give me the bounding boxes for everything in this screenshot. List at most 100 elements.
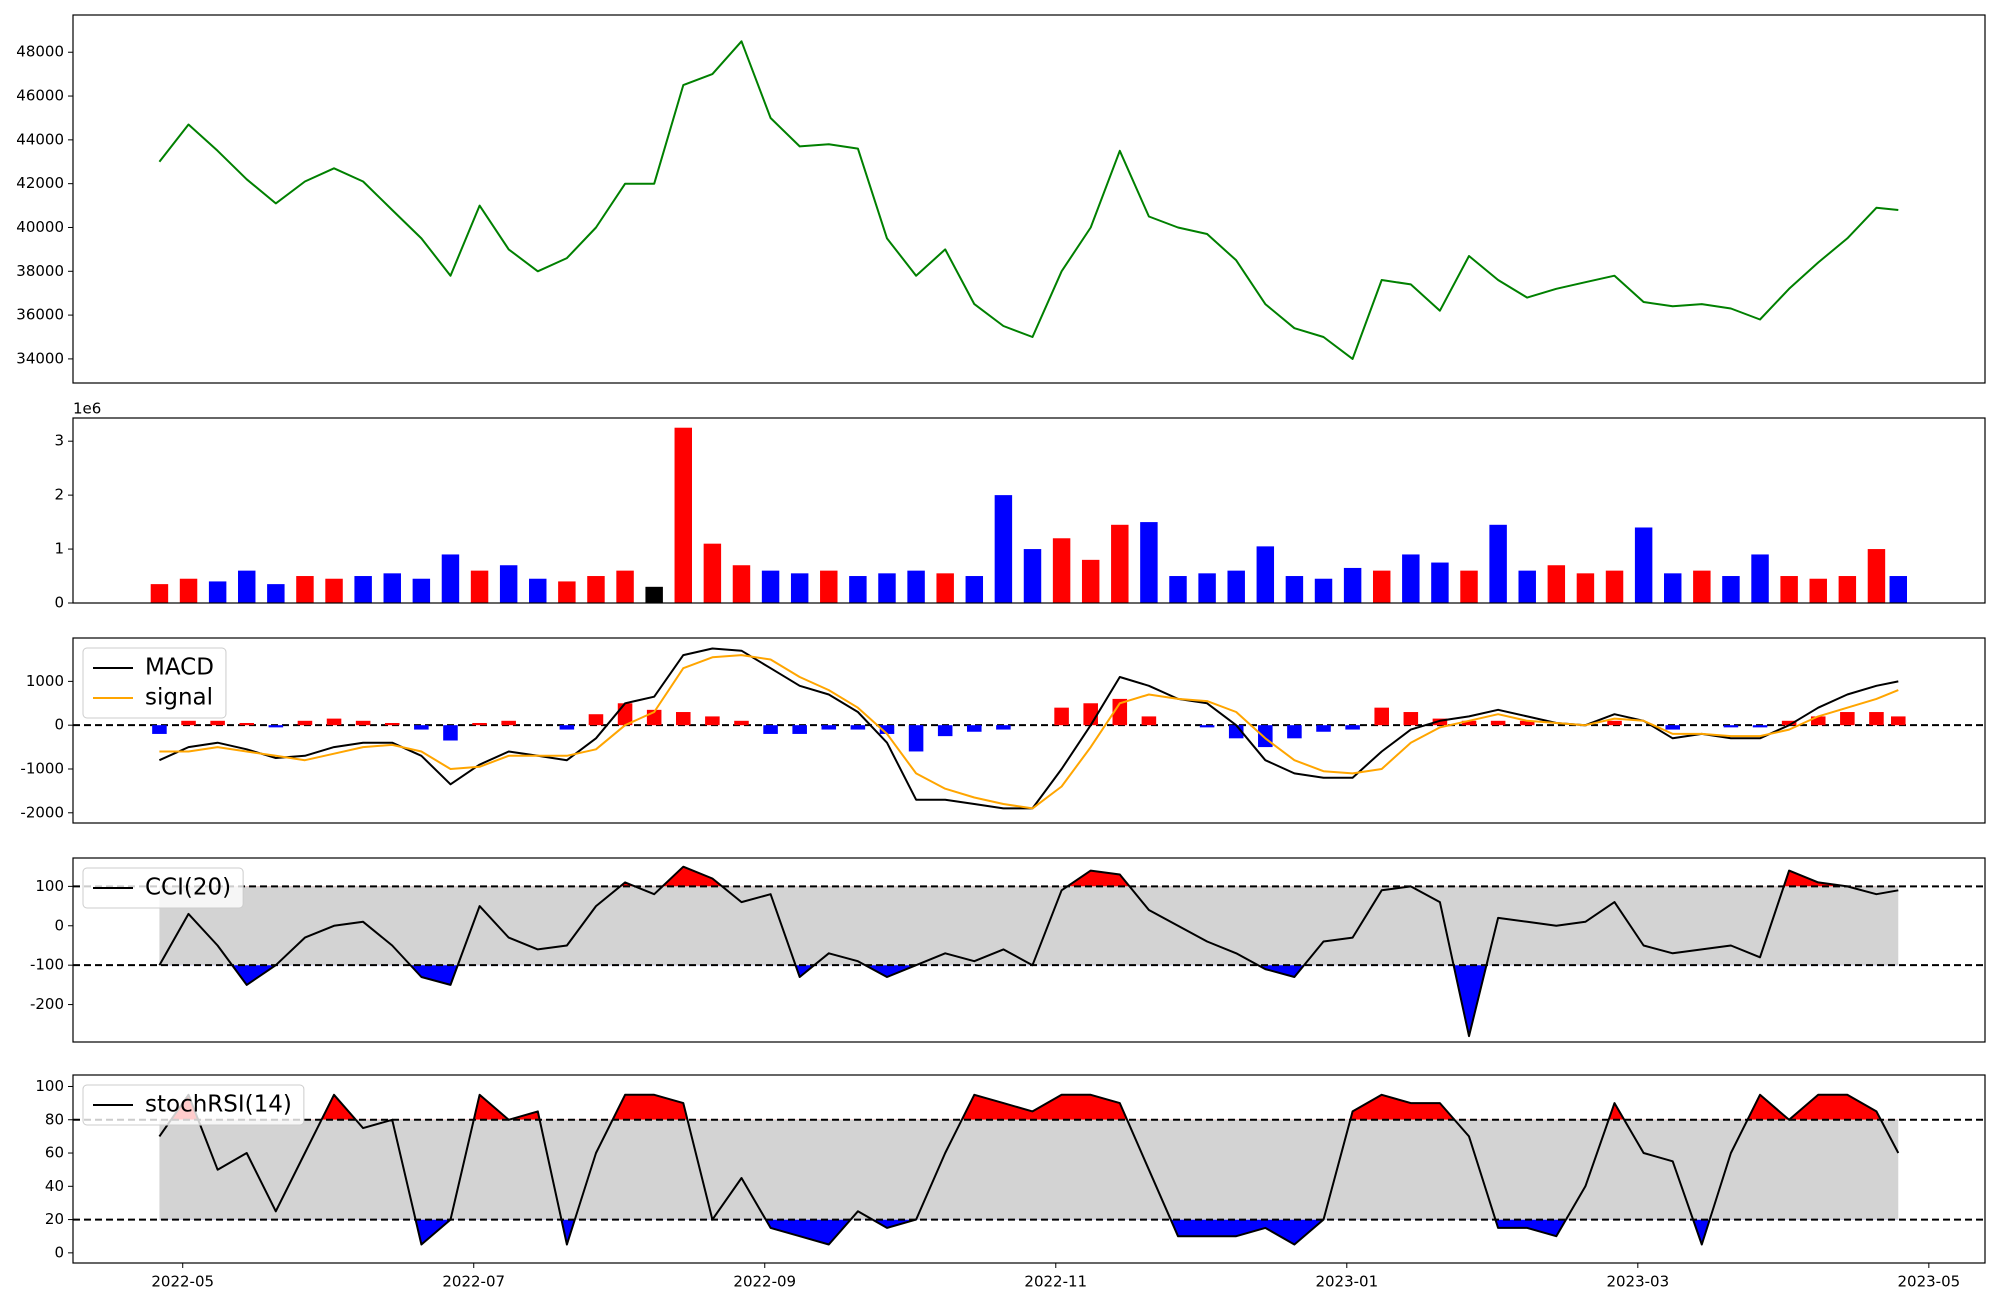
volume-bar bbox=[383, 573, 401, 603]
legend: stochRSI(14) bbox=[82, 1084, 305, 1126]
volume-bar bbox=[1780, 576, 1798, 603]
volume-bar bbox=[1431, 562, 1449, 603]
histogram-bar bbox=[1403, 712, 1419, 726]
volume-bar bbox=[267, 584, 285, 603]
volume-bar bbox=[296, 576, 314, 603]
axes-frame bbox=[72, 14, 1986, 384]
x-tick-label: 2022-09 bbox=[733, 1273, 796, 1291]
volume-bar bbox=[645, 586, 663, 603]
histogram-bar bbox=[326, 718, 342, 726]
volume-bar bbox=[1518, 570, 1536, 603]
y-tick-label: 40 bbox=[45, 1177, 64, 1195]
histogram-bar bbox=[1054, 707, 1069, 726]
volume-bar bbox=[238, 570, 256, 603]
histogram-bar bbox=[1461, 720, 1477, 726]
volume-bar bbox=[1052, 538, 1071, 603]
y-tick-label: 0 bbox=[54, 1243, 64, 1261]
volume-bar bbox=[1372, 570, 1391, 603]
histogram-bar bbox=[1316, 725, 1331, 732]
legend-box bbox=[82, 647, 227, 719]
histogram-bar bbox=[1781, 720, 1797, 726]
y-tick-label: -2000 bbox=[20, 803, 64, 821]
volume-bar bbox=[529, 578, 547, 603]
y-tick-label: 1000 bbox=[26, 672, 64, 690]
histogram-bar bbox=[588, 714, 604, 726]
volume-bar bbox=[1867, 549, 1886, 603]
y-tick-label: 38000 bbox=[16, 262, 64, 280]
legend-label: stochRSI(14) bbox=[145, 1092, 292, 1118]
histogram-bar bbox=[210, 720, 225, 726]
histogram-bar bbox=[675, 712, 691, 726]
x-tick-label: 2023-05 bbox=[1897, 1273, 1960, 1291]
volume-bar bbox=[470, 570, 489, 603]
axes-frame bbox=[72, 1074, 1986, 1264]
histogram-bar bbox=[355, 720, 371, 726]
histogram-bar bbox=[1199, 725, 1215, 728]
histogram-bar bbox=[1840, 712, 1855, 726]
legend-box bbox=[82, 867, 244, 909]
histogram-bar bbox=[705, 716, 720, 726]
histogram-bar bbox=[181, 720, 196, 726]
volume-bar bbox=[994, 495, 1013, 603]
y-tick-label: 40000 bbox=[16, 218, 64, 236]
panel: -2000 -1000 0 1000 MACD signal bbox=[20, 637, 1986, 824]
histogram-bar bbox=[1607, 720, 1622, 726]
legend-label: MACD bbox=[145, 655, 214, 681]
panel: 0 20 40 60 80 100 2022-05 2022-07 2022-09 2022-11… bbox=[35, 1074, 1986, 1291]
histogram-bar bbox=[443, 725, 458, 741]
axes-frame bbox=[72, 857, 1986, 1043]
histogram-bar bbox=[152, 725, 167, 734]
volume-bar bbox=[1489, 524, 1507, 603]
y-tick-label: 34000 bbox=[16, 349, 64, 367]
histogram-bar bbox=[297, 720, 313, 726]
y-tick-label: 44000 bbox=[16, 130, 64, 148]
histogram-bar bbox=[1345, 725, 1360, 730]
histogram-bar bbox=[1112, 698, 1128, 726]
histogram-bar bbox=[1519, 720, 1535, 726]
histogram-bar bbox=[1752, 725, 1768, 728]
volume-bar bbox=[150, 584, 169, 603]
volume-bar bbox=[732, 565, 751, 603]
volume-bar bbox=[1285, 576, 1304, 603]
histogram-bar bbox=[763, 725, 778, 734]
y-tick-label: 42000 bbox=[16, 174, 64, 192]
volume-bar bbox=[1838, 576, 1857, 603]
volume-bar bbox=[878, 573, 896, 603]
histogram-bar bbox=[268, 725, 284, 728]
volume-bar bbox=[1256, 546, 1275, 603]
volume-bar bbox=[499, 565, 518, 603]
volume-bar bbox=[1169, 576, 1187, 603]
volume-bar bbox=[1081, 559, 1100, 603]
volume-bar bbox=[1547, 565, 1566, 603]
offset-label: 1e6 bbox=[73, 400, 101, 418]
volume-bar bbox=[1693, 570, 1711, 603]
histogram-bar bbox=[792, 725, 807, 734]
y-tick-label: -1000 bbox=[20, 759, 64, 777]
panel: -200 -100 0 100 CCI(20) bbox=[30, 857, 1986, 1043]
axes-frame bbox=[72, 637, 1986, 824]
band bbox=[159, 1119, 1899, 1220]
histogram-bar bbox=[384, 722, 400, 726]
volume-bar bbox=[1227, 570, 1245, 603]
y-tick-label: 100 bbox=[35, 1077, 64, 1095]
volume-bar bbox=[1889, 576, 1908, 603]
volume-bar bbox=[1314, 578, 1333, 603]
x-tick-label: 2022-07 bbox=[442, 1273, 505, 1291]
volume-bar bbox=[1198, 573, 1216, 603]
histogram-bar bbox=[1891, 716, 1906, 726]
histogram-bar bbox=[996, 725, 1011, 730]
histogram-bar bbox=[1723, 725, 1739, 728]
histogram-bar bbox=[1141, 716, 1157, 726]
histogram-bar bbox=[879, 725, 895, 734]
volume-bar bbox=[325, 578, 343, 603]
volume-bar bbox=[1634, 527, 1653, 603]
legend-box bbox=[82, 1084, 305, 1126]
y-tick-label: 48000 bbox=[16, 43, 64, 61]
y-tick-label: 3 bbox=[54, 432, 64, 450]
band bbox=[159, 886, 1899, 966]
histogram-bar bbox=[1258, 725, 1273, 748]
y-tick-label: 2 bbox=[54, 486, 64, 504]
volume-bar bbox=[761, 570, 780, 603]
histogram-bar bbox=[472, 722, 487, 726]
